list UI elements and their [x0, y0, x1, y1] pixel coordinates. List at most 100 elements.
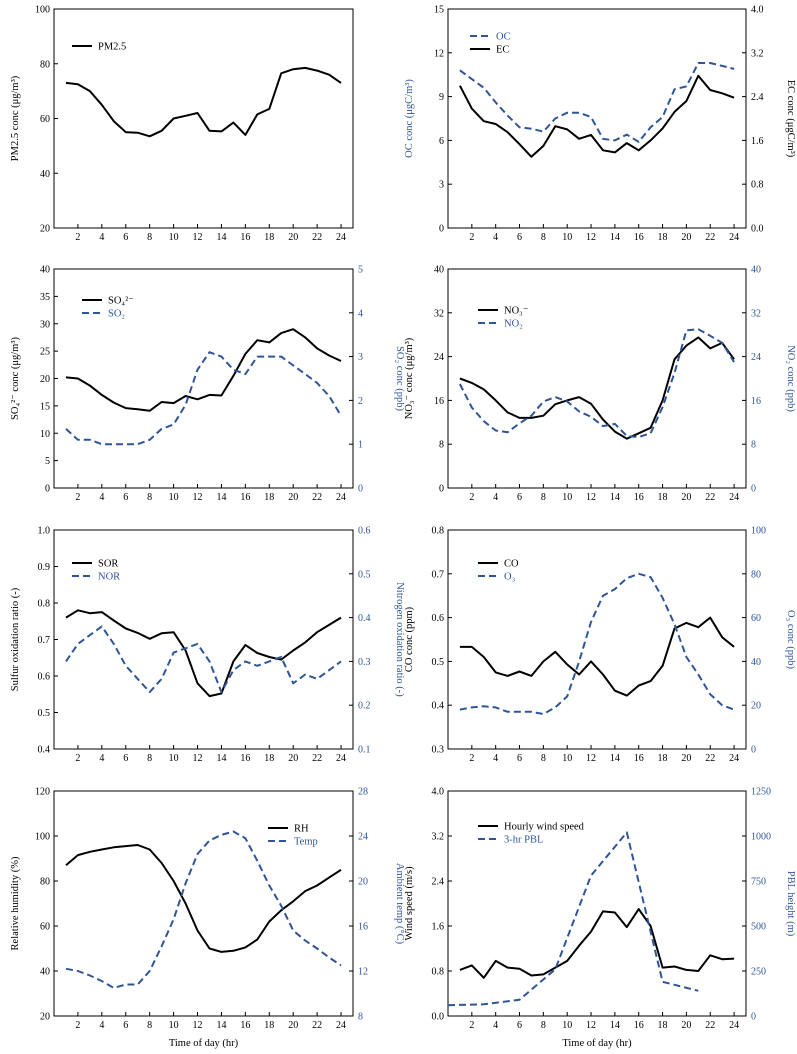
y-left-tick-label: 0.6: [432, 613, 445, 624]
y-left-tick-label: 100: [35, 832, 50, 843]
y-right-tick-label: 0.5: [358, 569, 371, 580]
y-left-tick-label: 0.4: [38, 745, 51, 756]
y-left-tick-label: 0.5: [38, 708, 51, 719]
x-axis-label: Time of day (hr): [562, 1038, 632, 1049]
y-right-tick-label: 40: [751, 657, 761, 668]
x-tick-label: 12: [193, 753, 203, 764]
y-right-tick-label: 8: [751, 440, 756, 451]
legend-label: SOR: [98, 559, 118, 570]
y-right-tick-label: 0.6: [358, 526, 371, 537]
y-right-tick-label: 1: [358, 440, 363, 451]
x-tick-label: 12: [193, 1020, 203, 1031]
series-line-2: [65, 351, 342, 446]
x-tick-label: 18: [264, 492, 274, 503]
y-right-tick-label: 2: [358, 396, 363, 407]
plot-frame: [447, 8, 747, 229]
series-line-1: [459, 908, 735, 979]
y-left-tick-label: 0.3: [432, 745, 445, 756]
series-line-1: [459, 616, 735, 697]
y-right-tick-label: 24: [751, 352, 761, 363]
legend-label: 3-hr PBL: [504, 835, 543, 846]
x-tick-label: 2: [469, 492, 474, 503]
y-left-tick-label: 40: [40, 169, 50, 180]
y-left-tick-label: 9: [439, 92, 444, 103]
y-left-tick-label: 10: [40, 429, 50, 440]
x-tick-label: 4: [99, 753, 104, 764]
y-left-tick-label: 60: [40, 114, 50, 125]
y-right-tick-label: 32: [751, 308, 761, 319]
x-tick-label: 2: [469, 753, 474, 764]
chart-panel-6: 2 4 6 8 10 12 14 16 18 20 22 240.30.40.50.60.70.8CO…: [404, 526, 796, 765]
y-left-axis-label: SO₄²⁻ conc (μg/m³): [10, 337, 21, 420]
x-tick-label: 16: [634, 492, 644, 503]
x-tick-label: 16: [240, 492, 250, 503]
y-right-tick-label: 40: [751, 265, 761, 276]
x-tick-label: 16: [240, 232, 250, 243]
series-line-1: [65, 844, 342, 953]
legend-label: Hourly wind speed: [504, 822, 585, 833]
y-right-tick-label: 1000: [751, 832, 771, 843]
x-tick-label: 24: [729, 1020, 739, 1031]
x-tick-label: 6: [517, 232, 522, 243]
x-tick-label: 22: [705, 232, 715, 243]
y-right-tick-label: 0.8: [751, 180, 764, 191]
y-right-tick-label: 28: [358, 787, 368, 798]
y-left-tick-label: 20: [40, 374, 50, 385]
y-right-tick-label: 3: [358, 352, 363, 363]
series-line-2: [447, 831, 699, 1007]
y-left-tick-label: 80: [40, 59, 50, 70]
x-tick-label: 14: [610, 1020, 620, 1031]
x-tick-label: 4: [493, 753, 498, 764]
y-right-tick-label: 3.2: [751, 48, 764, 59]
x-tick-label: 6: [517, 492, 522, 503]
x-tick-label: 10: [562, 753, 572, 764]
y-right-tick-label: 0: [751, 1012, 756, 1023]
x-tick-label: 14: [216, 753, 226, 764]
y-right-tick-label: 12: [358, 967, 368, 978]
y-right-tick-label: 0: [751, 745, 756, 756]
y-left-tick-label: 0: [439, 224, 444, 235]
y-left-tick-label: 15: [434, 5, 444, 16]
x-tick-label: 18: [658, 232, 668, 243]
y-left-tick-label: 0: [439, 484, 444, 495]
y-right-tick-label: 4: [358, 308, 363, 319]
x-tick-label: 16: [240, 1020, 250, 1031]
x-tick-label: 20: [288, 1020, 298, 1031]
y-left-tick-label: 35: [40, 292, 50, 303]
series-line-1: [459, 336, 735, 440]
y-left-axis-label: NO₃⁻ conc (μg/m³): [404, 337, 415, 419]
x-tick-label: 6: [517, 753, 522, 764]
x-tick-label: 22: [705, 492, 715, 503]
x-tick-label: 14: [216, 492, 226, 503]
x-tick-label: 4: [99, 492, 104, 503]
x-tick-label: 22: [705, 1020, 715, 1031]
y-left-tick-label: 32: [434, 308, 444, 319]
series-line-2: [65, 625, 342, 694]
x-tick-label: 6: [123, 492, 128, 503]
x-tick-label: 16: [240, 753, 250, 764]
plot-frame: [53, 790, 354, 1017]
x-tick-label: 4: [493, 1020, 498, 1031]
x-tick-label: 14: [216, 1020, 226, 1031]
x-tick-label: 8: [147, 1020, 152, 1031]
x-tick-label: 6: [123, 232, 128, 243]
series-line-1: [65, 328, 342, 412]
y-right-tick-label: 100: [751, 526, 766, 537]
y-left-tick-label: 3.2: [432, 832, 445, 843]
y-right-tick-label: 500: [751, 922, 766, 933]
y-right-axis-label: NO₂ conc (ppb): [785, 345, 796, 412]
x-tick-label: 20: [288, 232, 298, 243]
y-left-tick-label: 3: [439, 180, 444, 191]
y-right-tick-label: 20: [751, 701, 761, 712]
legend-label: SO₄²⁻: [108, 296, 134, 307]
y-left-tick-label: 0.4: [432, 701, 445, 712]
y-right-tick-label: 0.3: [358, 657, 371, 668]
x-tick-label: 8: [147, 232, 152, 243]
y-left-axis-label: OC conc (μgC/m³): [404, 79, 415, 158]
x-tick-label: 2: [75, 492, 80, 503]
y-left-tick-label: 0.6: [38, 672, 51, 683]
x-tick-label: 18: [264, 232, 274, 243]
y-left-tick-label: 0: [45, 484, 50, 495]
x-tick-label: 12: [193, 492, 203, 503]
